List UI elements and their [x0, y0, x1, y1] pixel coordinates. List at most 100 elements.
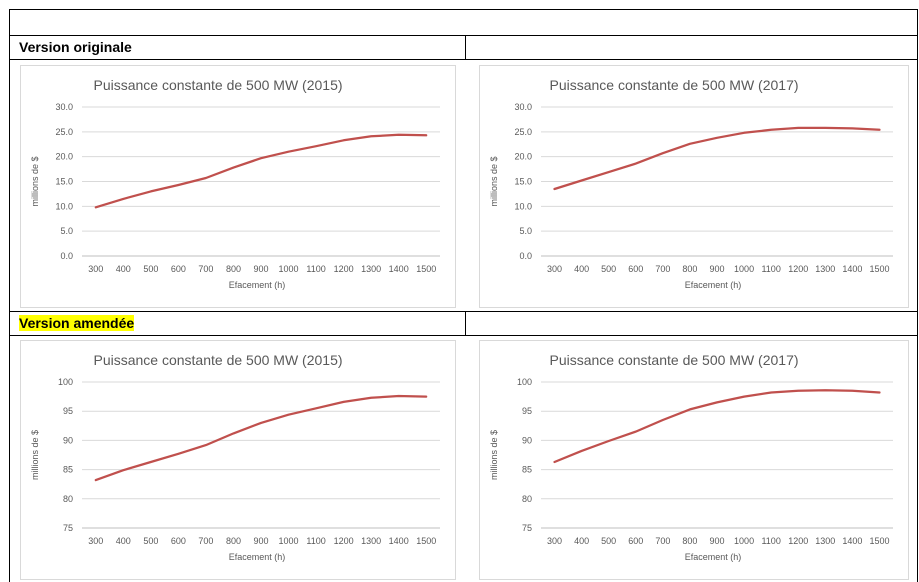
chart-amended-2017: Puissance constante de 500 MW (2017) 75 80…: [479, 340, 909, 580]
chart-border: [20, 340, 456, 580]
x-tick-label: 300: [88, 536, 103, 546]
x-tick-label: 700: [655, 264, 670, 274]
x-tick-label: 500: [143, 536, 158, 546]
x-tick-label: 1500: [869, 264, 889, 274]
x-tick-label: 900: [253, 536, 268, 546]
y-tick-label: 30.0: [55, 102, 73, 112]
section-label-amended: Version amendée: [19, 315, 135, 331]
y-tick-label: 10.0: [514, 201, 532, 211]
x-tick-label: 1400: [842, 536, 862, 546]
y-axis-label: millions de $: [489, 156, 499, 206]
x-tick-label: 300: [547, 264, 562, 274]
x-axis-label: Efacement (h): [685, 552, 742, 562]
column-divider: [465, 35, 466, 60]
x-tick-label: 900: [709, 536, 724, 546]
series-line: [553, 389, 881, 464]
row-divider: [9, 311, 918, 312]
chart-svg: Puissance constante de 500 MW (2015) 0.0 5…: [20, 65, 456, 308]
x-tick-label: 1300: [361, 264, 381, 274]
x-tick-label: 500: [601, 536, 616, 546]
x-tick-label: 1400: [842, 264, 862, 274]
x-tick-label: 1000: [734, 536, 754, 546]
x-tick-label: 600: [171, 536, 186, 546]
x-tick-label: 800: [226, 264, 241, 274]
y-tick-label: 5.0: [519, 226, 532, 236]
chart-original-2017: Puissance constante de 500 MW (2017) 0.0 5…: [479, 65, 909, 308]
x-tick-label: 600: [628, 264, 643, 274]
x-tick-label: 500: [143, 264, 158, 274]
table-frame: [9, 9, 918, 582]
y-tick-label: 100: [58, 377, 73, 387]
y-axis-label: millions de $: [30, 430, 40, 480]
y-tick-label: 75: [522, 523, 532, 533]
x-tick-label: 400: [574, 536, 589, 546]
x-tick-label: 1000: [279, 264, 299, 274]
y-tick-label: 95: [522, 406, 532, 416]
y-tick-label: 75: [63, 523, 73, 533]
x-tick-label: 400: [574, 264, 589, 274]
x-tick-label: 1300: [815, 264, 835, 274]
x-tick-label: 300: [88, 264, 103, 274]
y-tick-label: 20.0: [514, 152, 532, 162]
x-tick-label: 900: [253, 264, 268, 274]
y-tick-label: 15.0: [514, 177, 532, 187]
x-tick-label: 1100: [761, 264, 780, 274]
row-divider: [9, 59, 918, 60]
x-tick-label: 1100: [306, 264, 325, 274]
x-tick-label: 600: [628, 536, 643, 546]
chart-svg: Puissance constante de 500 MW (2017) 0.0 5…: [479, 65, 909, 308]
x-tick-label: 700: [198, 264, 213, 274]
chart-title: Puissance constante de 500 MW (2015): [93, 77, 342, 93]
y-tick-label: 80: [522, 494, 532, 504]
x-tick-label: 1200: [334, 536, 354, 546]
x-tick-label: 1000: [734, 264, 754, 274]
x-tick-label: 1300: [815, 536, 835, 546]
y-tick-label: 25.0: [514, 127, 532, 137]
y-tick-label: 30.0: [514, 102, 532, 112]
x-tick-label: 500: [601, 264, 616, 274]
x-tick-label: 800: [682, 536, 697, 546]
y-tick-label: 90: [63, 435, 73, 445]
x-tick-label: 1400: [389, 536, 409, 546]
x-tick-label: 800: [682, 264, 697, 274]
y-tick-label: 5.0: [60, 226, 73, 236]
chart-title: Puissance constante de 500 MW (2017): [549, 77, 798, 93]
y-tick-label: 15.0: [55, 177, 73, 187]
chart-svg: Puissance constante de 500 MW (2017) 75 80…: [479, 340, 909, 580]
y-tick-label: 90: [522, 435, 532, 445]
y-axis-label: millions de $: [489, 430, 499, 480]
x-tick-label: 400: [116, 264, 131, 274]
x-tick-label: 1100: [306, 536, 325, 546]
y-tick-label: 85: [63, 465, 73, 475]
chart-title: Puissance constante de 500 MW (2015): [93, 352, 342, 368]
chart-border: [479, 340, 909, 580]
y-tick-label: 10.0: [55, 201, 73, 211]
x-tick-label: 400: [116, 536, 131, 546]
x-tick-label: 1200: [788, 536, 808, 546]
x-tick-label: 1300: [361, 536, 381, 546]
x-axis-label: Efacement (h): [229, 552, 286, 562]
section-label-original: Version originale: [19, 39, 132, 55]
chart-amended-2015: Puissance constante de 500 MW (2015) 75 80…: [20, 340, 456, 580]
x-tick-label: 300: [547, 536, 562, 546]
chart-original-2015: Puissance constante de 500 MW (2015) 0.0 5…: [20, 65, 456, 308]
x-tick-label: 600: [171, 264, 186, 274]
y-tick-label: 85: [522, 465, 532, 475]
x-tick-label: 900: [709, 264, 724, 274]
column-divider: [465, 311, 466, 336]
series-line: [553, 126, 881, 191]
row-divider: [9, 35, 918, 36]
row-divider: [9, 335, 918, 336]
y-axis-label: millions de $: [30, 156, 40, 206]
chart-border: [20, 65, 456, 308]
x-tick-label: 1500: [416, 536, 436, 546]
x-tick-label: 1200: [334, 264, 354, 274]
x-tick-label: 700: [655, 536, 670, 546]
x-tick-label: 1500: [869, 536, 889, 546]
y-tick-label: 95: [63, 406, 73, 416]
y-tick-label: 0.0: [519, 251, 532, 261]
x-tick-label: 1500: [416, 264, 436, 274]
x-tick-label: 1400: [389, 264, 409, 274]
x-axis-label: Efacement (h): [685, 280, 742, 290]
series-line: [94, 394, 428, 482]
